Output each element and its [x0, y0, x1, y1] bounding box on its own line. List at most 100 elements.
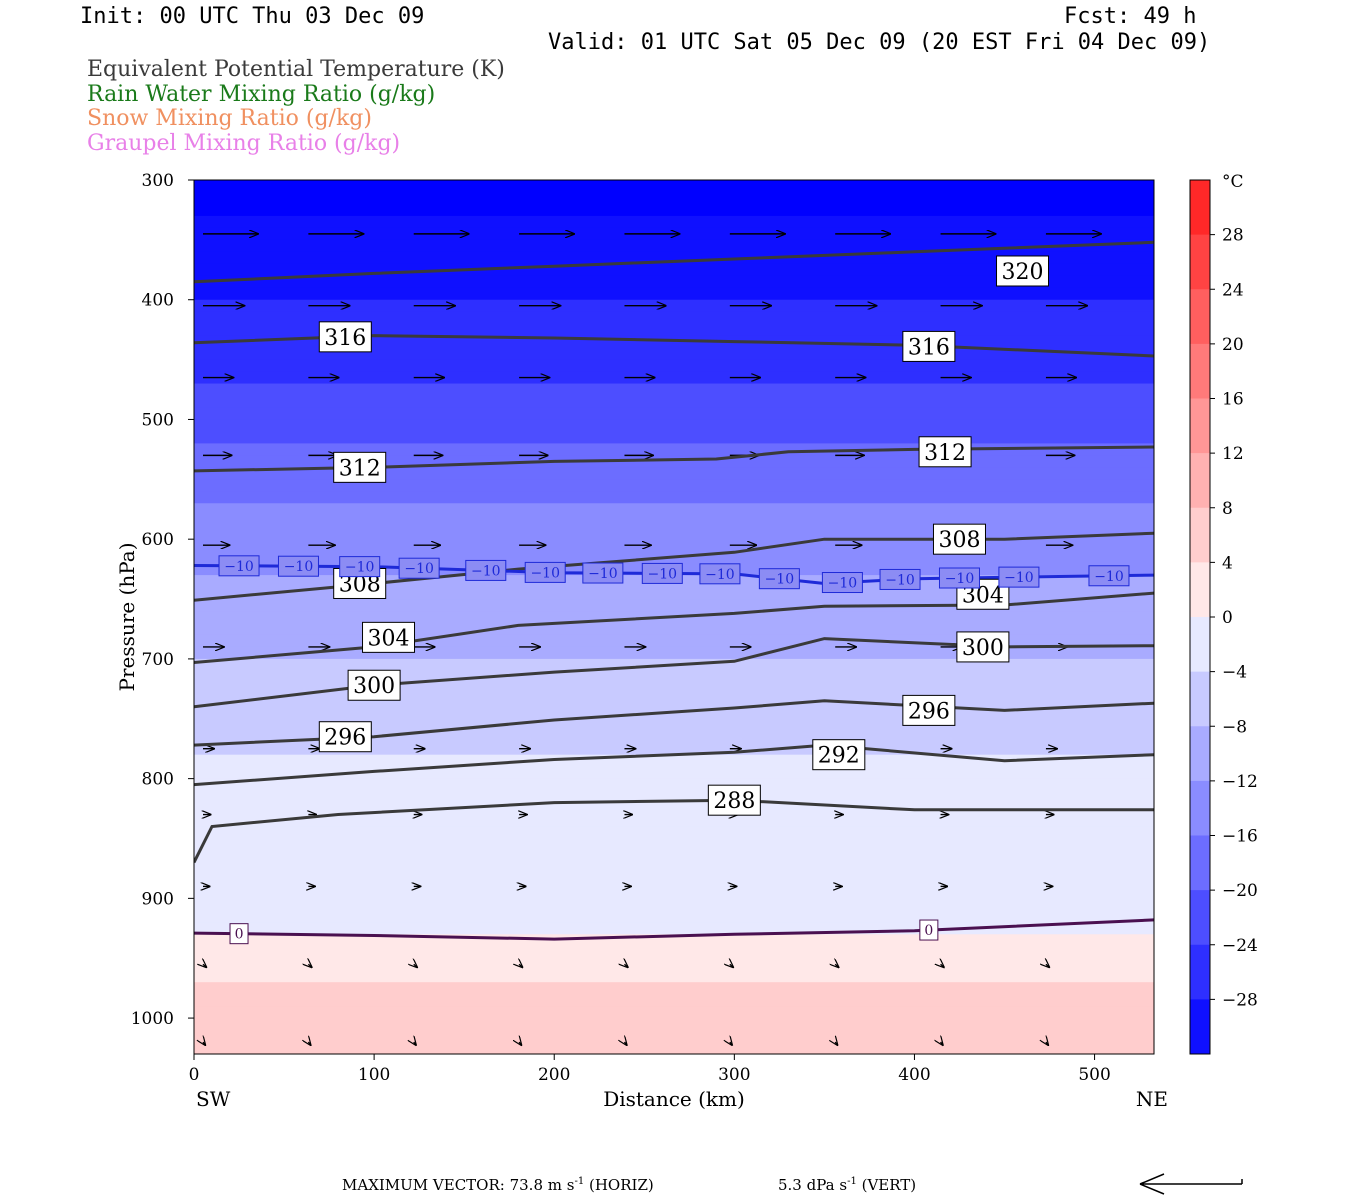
temperature-band — [194, 539, 1154, 552]
temperature-label: −10 — [465, 559, 507, 581]
temperature-band — [194, 515, 1154, 528]
temperature-label-box — [821, 572, 863, 594]
theta-e-label-296: 296 — [318, 721, 372, 753]
wind-vector — [414, 1042, 416, 1045]
footer-exponent-vert: -1 — [847, 1176, 857, 1187]
temperature-label-box — [582, 562, 624, 584]
temperature-label-box — [699, 563, 741, 585]
wind-vector — [624, 1042, 626, 1045]
theta-e-label-308: 308 — [932, 523, 986, 555]
wind-vector — [941, 964, 944, 967]
valid-time: Valid: 01 UTC Sat 05 Dec 09 (20 EST Fri … — [548, 30, 1211, 55]
theta-e-label-box — [918, 436, 972, 468]
reference-vector-arrow — [1139, 1173, 1243, 1195]
temperature-band — [194, 431, 1154, 444]
x-axis-label: Distance (km) — [603, 1087, 745, 1111]
temperature-band — [194, 407, 1154, 421]
theta-e-label-316: 316 — [902, 330, 956, 362]
temperature-band — [194, 287, 1154, 301]
theta-e-label-320: 320 — [996, 255, 1050, 287]
wind-vector — [1046, 1042, 1048, 1045]
theta-e-label-292: 292 — [812, 739, 866, 771]
temperature-label-box — [524, 561, 566, 583]
y-tick-label: 400 — [142, 291, 174, 311]
x-tick-label: 100 — [358, 1065, 390, 1085]
temperature-label-box — [339, 556, 381, 578]
wind-vector — [308, 964, 311, 967]
theta-e-label-box — [318, 721, 372, 753]
temperature-band — [194, 922, 1154, 935]
temperature-label-text: −10 — [885, 572, 915, 588]
wind-vector — [1046, 964, 1049, 967]
temperature-band — [194, 670, 1154, 684]
theta-e-label-text: 296 — [908, 699, 950, 724]
x-tick-label: 400 — [898, 1065, 930, 1085]
temperature-label-box — [758, 568, 800, 590]
temperature-band — [194, 599, 1154, 612]
wind-vector — [835, 1042, 837, 1045]
temperature-band — [194, 850, 1154, 864]
temperature-band — [194, 239, 1154, 253]
theta-e-label-text: 316 — [908, 335, 950, 360]
wind-vector — [519, 1042, 521, 1045]
legend-graupel: Graupel Mixing Ratio (g/kg) — [87, 131, 401, 156]
temperature-band — [194, 419, 1154, 433]
colorbar-band — [1190, 890, 1210, 946]
temperature-label-box — [398, 557, 440, 579]
colorbar-band — [1190, 835, 1210, 891]
temperature-label-text: −10 — [648, 566, 678, 582]
plot-frame — [193, 179, 1155, 1055]
y-tick-label: 1000 — [131, 1009, 174, 1029]
temperature-label-text: −10 — [705, 567, 735, 583]
colorbar-tick-label: 0 — [1222, 608, 1233, 628]
temperature-band — [194, 215, 1154, 229]
colorbar-tick-label: 4 — [1222, 553, 1233, 573]
temperature-label: −10 — [524, 561, 566, 583]
y-tick-label: 900 — [142, 889, 174, 909]
temperature-label-text: −10 — [765, 572, 795, 588]
theta-e-label-box — [812, 739, 866, 771]
temperature-label: −10 — [821, 572, 863, 594]
theta-e-label-312: 312 — [333, 451, 387, 483]
theta-e-label-316: 316 — [318, 321, 372, 353]
colorbar-tick-label: 8 — [1222, 499, 1233, 519]
temperature-band — [194, 982, 1154, 995]
temperature-label: −10 — [339, 556, 381, 578]
wind-vector — [203, 964, 206, 967]
temperature-band — [194, 886, 1154, 899]
temperature-label-text: −10 — [588, 566, 618, 582]
footer-vert-value: 5.3 dPa s — [778, 1176, 848, 1194]
theta-e-label-text: 312 — [339, 456, 381, 481]
footer-exponent-horiz: -1 — [574, 1176, 585, 1187]
temperature-label-text: −10 — [1094, 569, 1124, 585]
temperature-band — [194, 180, 1154, 193]
wind-vector — [414, 964, 417, 967]
theta-e-label-box — [956, 631, 1010, 663]
footer-vert-vector: 5.3 dPa s-1 (VERT) — [778, 1176, 916, 1194]
temperature-band — [194, 826, 1154, 840]
temperature-label: −10 — [277, 555, 319, 577]
temperature-band — [194, 359, 1154, 373]
temperature-band — [194, 251, 1154, 265]
temperature-label-box — [218, 555, 260, 577]
x-end-label-right: NE — [1136, 1087, 1168, 1111]
temperature-label-text: 0 — [924, 923, 933, 939]
colorbar-band — [1190, 453, 1210, 509]
legend-rain-water: Rain Water Mixing Ratio (g/kg) — [87, 82, 436, 107]
temperature-label-text: −10 — [945, 571, 975, 587]
temperature-band — [194, 311, 1154, 325]
colorbar-tick-label: 16 — [1222, 390, 1244, 410]
colorbar-band — [1190, 726, 1210, 782]
temperature-label: −10 — [1088, 565, 1130, 587]
x-tick-label: 500 — [1078, 1065, 1110, 1085]
temperature-band — [194, 994, 1154, 1007]
legend-theta-e: Equivalent Potential Temperature (K) — [87, 57, 505, 82]
temperature-band — [194, 946, 1154, 959]
theta-e-label-288: 288 — [707, 784, 761, 816]
temperature-band — [194, 910, 1154, 923]
temperature-band — [194, 790, 1154, 804]
temperature-band — [194, 730, 1154, 744]
wind-vector — [308, 1042, 310, 1045]
theta-e-label-box — [362, 621, 416, 653]
